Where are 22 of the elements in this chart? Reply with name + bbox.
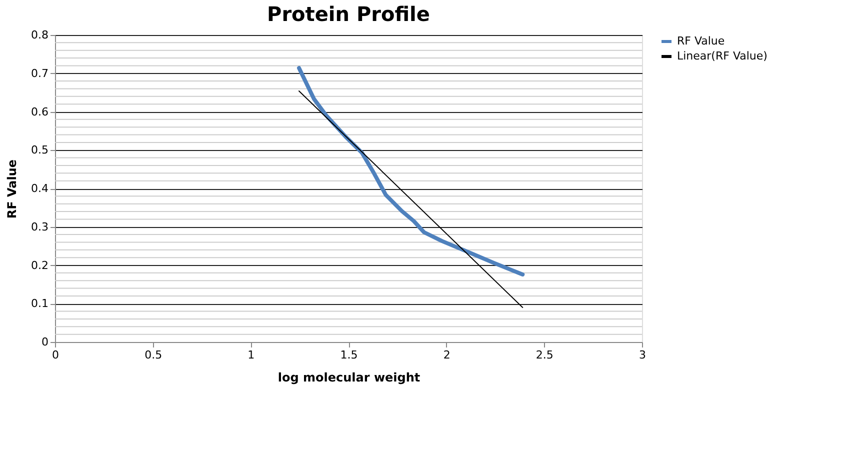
legend-label: RF Value <box>677 34 725 48</box>
x-tick-label: 0.5 <box>144 348 162 362</box>
y-tick-label: 0.1 <box>31 297 48 310</box>
y-tick-label: 0.7 <box>31 66 48 80</box>
chart-title: Protein Profile <box>267 2 430 26</box>
y-tick-label: 0.8 <box>31 28 48 42</box>
x-tick-label: 2 <box>443 348 450 362</box>
x-tick-label: 1.5 <box>340 348 358 362</box>
x-tick-label: 0 <box>52 348 59 362</box>
line-series <box>296 66 525 276</box>
legend-label: Linear(RF Value) <box>677 50 768 62</box>
y-tick-label: 0.6 <box>31 105 48 118</box>
y-axis-title: RF Value <box>5 159 20 219</box>
y-tick-label: 0.4 <box>31 182 48 195</box>
y-tick-label: 0.2 <box>31 258 48 272</box>
y-tick-label: 0.3 <box>31 220 48 234</box>
x-axis-title: log molecular weight <box>278 370 420 384</box>
x-tick-label: 3 <box>639 348 646 362</box>
y-tick-label: 0 <box>42 336 48 348</box>
y-tick-label: 0.5 <box>31 144 48 157</box>
x-tick-label: 2.5 <box>536 348 554 362</box>
x-tick-label: 1 <box>248 348 255 362</box>
